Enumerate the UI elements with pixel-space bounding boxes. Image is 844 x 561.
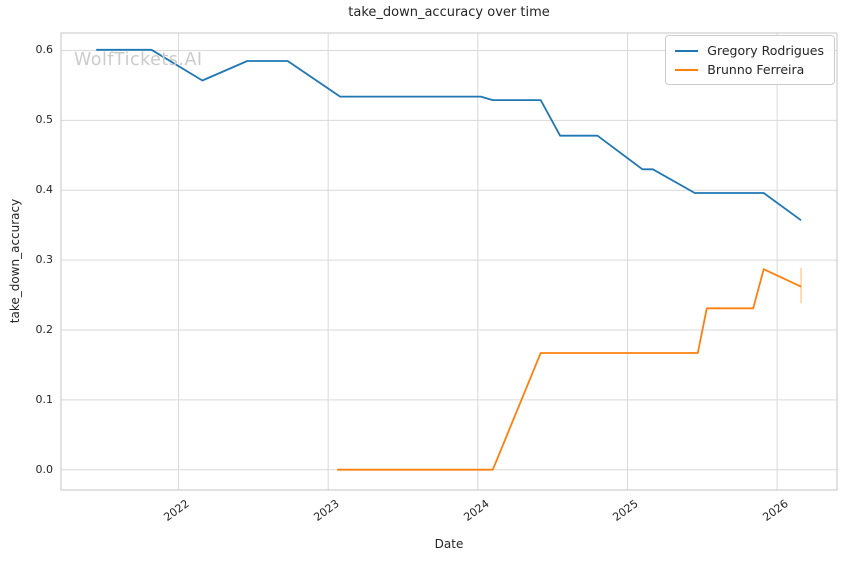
series-line-brunno-ferreira [337,268,802,471]
y-tick-label: 0.1 [35,392,54,406]
legend: Gregory Rodrigues Brunno Ferreira [665,35,835,85]
y-tick-label: 0.6 [35,43,54,57]
legend-label: Brunno Ferreira [707,62,805,77]
legend-item-gregory-rodrigues: Gregory Rodrigues [675,41,824,60]
y-tick-label: 0.3 [35,253,54,267]
plot-border [60,32,838,491]
chart-title: take_down_accuracy over time [348,5,550,20]
y-tick-label: 0.0 [35,462,54,476]
y-tick-label: 0.2 [35,322,54,336]
legend-line-swatch-orange [675,68,699,71]
y-tick-label: 0.4 [35,183,54,197]
series-line-gregory-rodrigues [96,48,802,222]
x-axis-label: Date [434,537,464,551]
legend-line-swatch-blue [675,49,699,52]
legend-item-brunno-ferreira: Brunno Ferreira [675,60,824,79]
y-tick-label: 0.5 [35,113,54,127]
legend-label: Gregory Rodrigues [707,43,824,58]
y-axis-label: take_down_accuracy [8,198,22,324]
watermark: WolfTickets.AI [74,50,203,70]
